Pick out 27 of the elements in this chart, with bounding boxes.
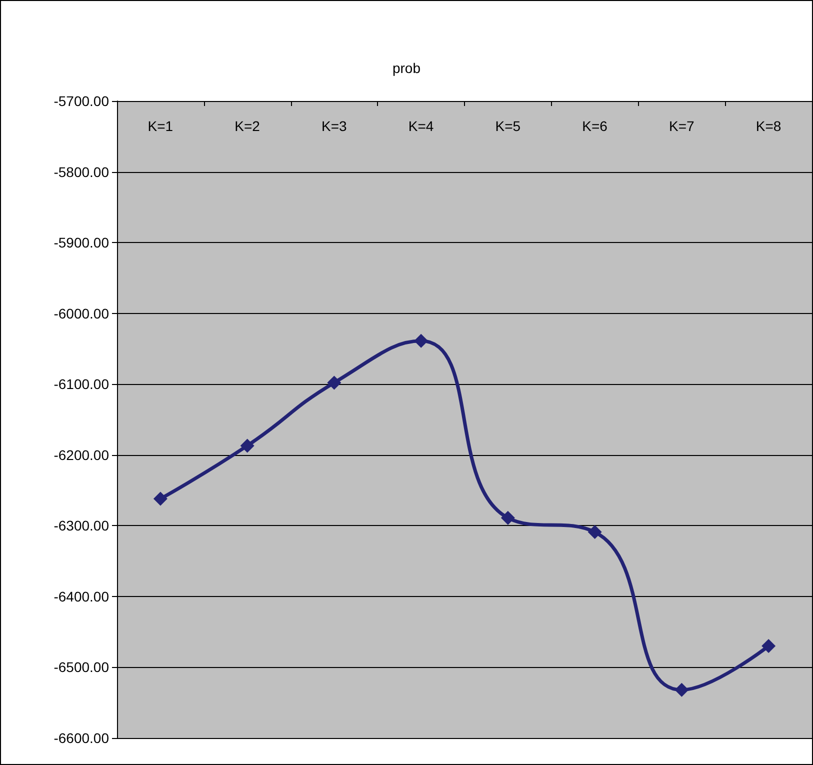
chart-title: prob — [392, 60, 421, 76]
x-tick-label: K=7 — [669, 118, 695, 134]
y-tick-label: -5800.00 — [54, 164, 110, 180]
y-tick-label: -5900.00 — [54, 234, 110, 251]
y-tick-label: -5700.00 — [54, 93, 110, 109]
y-tick-label: -6300.00 — [54, 518, 110, 534]
x-tick-label: K=4 — [408, 118, 434, 134]
y-tick-label: -6500.00 — [54, 659, 110, 676]
y-tick-label: -6600.00 — [54, 730, 110, 746]
point — [240, 438, 254, 453]
x-tick-label: K=5 — [495, 118, 521, 134]
point — [327, 376, 342, 390]
x-tick-label: K=8 — [756, 118, 782, 134]
point — [588, 525, 602, 540]
y-tick-label: -6000.00 — [54, 305, 110, 322]
point — [674, 682, 689, 697]
y-tick-label: -6200.00 — [54, 446, 110, 463]
y-tick-label: -6400.00 — [54, 588, 110, 604]
y-tick-label: -6100.00 — [54, 376, 110, 392]
x-tick-label: K=2 — [234, 118, 260, 134]
x-tick-label: K=1 — [148, 118, 174, 134]
point — [153, 492, 168, 506]
point — [500, 510, 515, 525]
point — [414, 334, 428, 348]
x-tick-label: K=6 — [582, 118, 608, 134]
x-tick-label: K=3 — [322, 118, 348, 134]
point — [762, 638, 776, 653]
